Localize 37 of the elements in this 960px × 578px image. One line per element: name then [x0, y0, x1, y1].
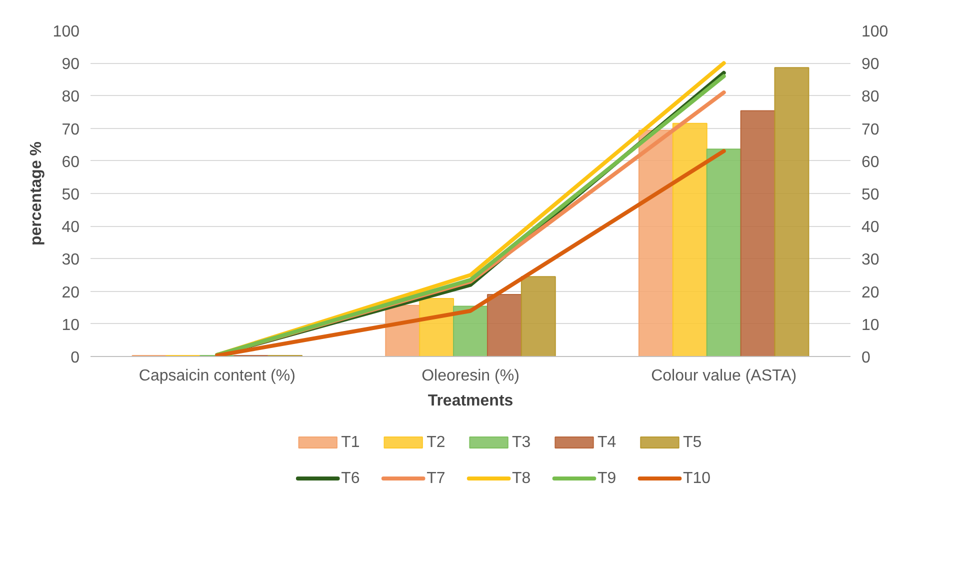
legend-label: T1	[341, 434, 360, 451]
legend-label: T3	[512, 434, 531, 451]
x-tick-label: Capsaicin content (%)	[138, 368, 296, 384]
y-axis-title: percentage %	[28, 141, 45, 246]
x-tick-label: Colour value (ASTA)	[651, 368, 797, 384]
y2-tick-label: 20	[862, 284, 880, 302]
x-axis-title: Treatments	[428, 392, 514, 410]
y-tick-label: 60	[62, 154, 80, 171]
y-tick-label: 90	[62, 56, 80, 74]
y-tick-label: 0	[70, 350, 80, 366]
legend-label: T10	[682, 470, 711, 487]
y2-tick-label: 10	[862, 316, 880, 334]
y-tick-label: 100	[52, 24, 80, 40]
y-tick-label: 30	[62, 252, 80, 269]
legend-label: T5	[682, 434, 702, 451]
y2-tick-label: 40	[862, 219, 880, 236]
y2-tick-label: 100	[862, 24, 888, 40]
y2-tick-label: 0	[862, 350, 870, 366]
y-tick-label: 40	[62, 219, 80, 236]
y-tick-label: 80	[62, 88, 80, 106]
legend-label: T9	[598, 470, 616, 487]
y-tick-label: 10	[62, 316, 80, 334]
y2-tick-label: 60	[862, 154, 880, 171]
y-tick-label: 50	[62, 186, 80, 204]
legend-label: T8	[512, 470, 531, 487]
legend-label: T4	[598, 434, 616, 451]
legend-label: T6	[341, 470, 360, 487]
y2-tick-label: 70	[862, 121, 880, 138]
y2-tick-label: 90	[862, 56, 880, 74]
y2-tick-label: 50	[862, 186, 880, 204]
legend-label: T2	[426, 434, 446, 451]
y2-tick-label: 30	[862, 252, 880, 269]
y2-tick-label: 80	[862, 88, 880, 106]
y-tick-label: 20	[62, 284, 80, 302]
x-tick-label: Oleoresin (%)	[422, 368, 520, 384]
legend-label: T7	[426, 470, 446, 487]
y-tick-label: 70	[62, 121, 80, 138]
